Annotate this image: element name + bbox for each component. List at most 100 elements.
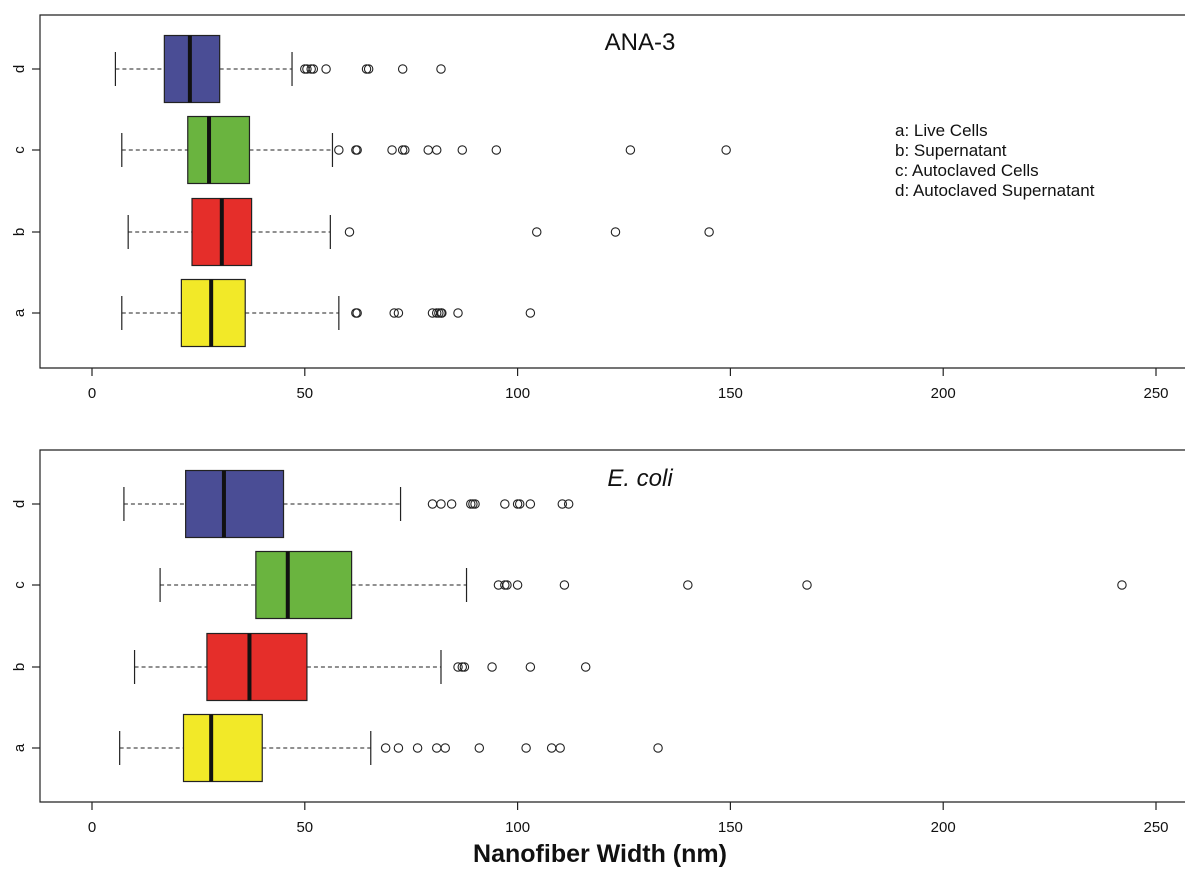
box-d <box>114 34 446 104</box>
outlier-point <box>546 743 557 753</box>
outlier-point <box>397 64 408 74</box>
outlier-point <box>440 743 450 753</box>
outlier-point <box>459 662 470 672</box>
outlier-point <box>302 64 312 74</box>
outlier-point <box>393 308 404 318</box>
category-label-a: a <box>11 308 28 317</box>
outlier-point <box>387 145 397 155</box>
legend-entry: a: Live Cells <box>895 121 988 140</box>
outlier-point <box>352 145 362 155</box>
legend-entry: c: Autoclaved Cells <box>895 161 1039 180</box>
outlier-point <box>436 64 446 74</box>
outlier-point <box>453 308 463 318</box>
outlier-point <box>380 743 391 753</box>
legend-entry: b: Supernatant <box>895 141 1007 160</box>
x-tick-label: 250 <box>1143 385 1168 402</box>
outlier-point <box>446 499 457 509</box>
x-tick-label: 100 <box>505 819 530 836</box>
outlier-point <box>436 499 446 509</box>
outlier-point <box>683 580 693 590</box>
x-tick-label: 0 <box>88 385 96 402</box>
outlier-point <box>525 662 536 672</box>
x-tick-label: 50 <box>296 385 313 402</box>
x-tick-label: 250 <box>1143 819 1168 836</box>
outlier-point <box>704 227 714 237</box>
outlier-point <box>393 743 404 753</box>
outlier-point <box>457 145 468 155</box>
outlier-point <box>431 145 442 155</box>
outlier-point <box>361 64 372 74</box>
outlier-point <box>423 145 433 155</box>
plot-frame <box>39 449 1185 803</box>
outlier-point <box>653 743 663 753</box>
x-tick-label: 150 <box>718 819 743 836</box>
panel-title: ANA-3 <box>605 29 676 56</box>
category-label-d: d <box>11 65 28 73</box>
outlier-point <box>580 662 591 672</box>
outlier-point <box>521 743 531 753</box>
outlier-point <box>721 145 731 155</box>
x-tick-label: 200 <box>931 385 956 402</box>
outlier-point <box>431 743 442 753</box>
outlier-point <box>487 662 497 672</box>
iqr-box <box>185 469 285 539</box>
box-b <box>133 632 591 702</box>
outlier-point <box>352 308 362 318</box>
outlier-point <box>334 145 344 155</box>
outlier-point <box>802 580 812 590</box>
panel-ecoli: 0 50 100 150 200 250 a b c d E. coli <box>11 449 1185 836</box>
outlier-point <box>1117 580 1127 590</box>
outlier-point <box>512 499 523 509</box>
box-b <box>127 197 714 267</box>
outlier-point <box>308 64 319 74</box>
outlier-point <box>427 499 438 509</box>
outlier-point <box>470 499 480 509</box>
outlier-point <box>437 308 447 318</box>
category-label-c: c <box>11 581 28 589</box>
outlier-point <box>512 580 523 590</box>
outlier-point <box>453 662 463 672</box>
outlier-point <box>321 64 331 74</box>
category-label-a: a <box>11 743 28 752</box>
outlier-point <box>559 580 570 590</box>
box-c <box>121 115 731 185</box>
iqr-box <box>182 713 263 783</box>
outlier-point <box>363 64 374 74</box>
x-tick-label: 150 <box>718 385 743 402</box>
box-a <box>119 713 663 783</box>
category-label-c: c <box>11 146 28 154</box>
iqr-box <box>180 278 246 348</box>
outlier-point <box>525 499 536 509</box>
outlier-point <box>468 499 478 509</box>
outlier-point <box>344 227 355 237</box>
iqr-box <box>163 34 221 104</box>
category-label-d: d <box>11 500 28 508</box>
plot-frame <box>39 14 1185 369</box>
box-c <box>159 550 1127 620</box>
outlier-point <box>500 499 510 509</box>
category-label-b: b <box>11 663 28 671</box>
outlier-point <box>555 743 565 753</box>
outlier-point <box>525 308 536 318</box>
outlier-point <box>557 499 568 509</box>
panel-title: E. coli <box>607 465 673 492</box>
x-axis-label: Nanofiber Width (nm) <box>473 840 727 868</box>
x-tick-label: 50 <box>296 819 313 836</box>
category-label-b: b <box>11 228 28 236</box>
iqr-box <box>255 550 353 620</box>
x-tick-label: 0 <box>88 819 96 836</box>
outlier-point <box>500 580 510 590</box>
legend-entry: d: Autoclaved Supernatant <box>895 181 1095 200</box>
x-tick-label: 100 <box>505 385 530 402</box>
box-a <box>121 278 536 348</box>
outlier-point <box>532 227 542 237</box>
outlier-point <box>625 145 636 155</box>
outlier-point <box>491 145 502 155</box>
panel-ana3: 0 50 100 150 200 250 a b c d ANA-3 a: Live Cellsb: … <box>11 14 1185 402</box>
outlier-point <box>400 145 410 155</box>
outlier-point <box>474 743 485 753</box>
outlier-point <box>563 499 574 509</box>
outlier-point <box>389 308 399 318</box>
box-d <box>123 469 574 539</box>
